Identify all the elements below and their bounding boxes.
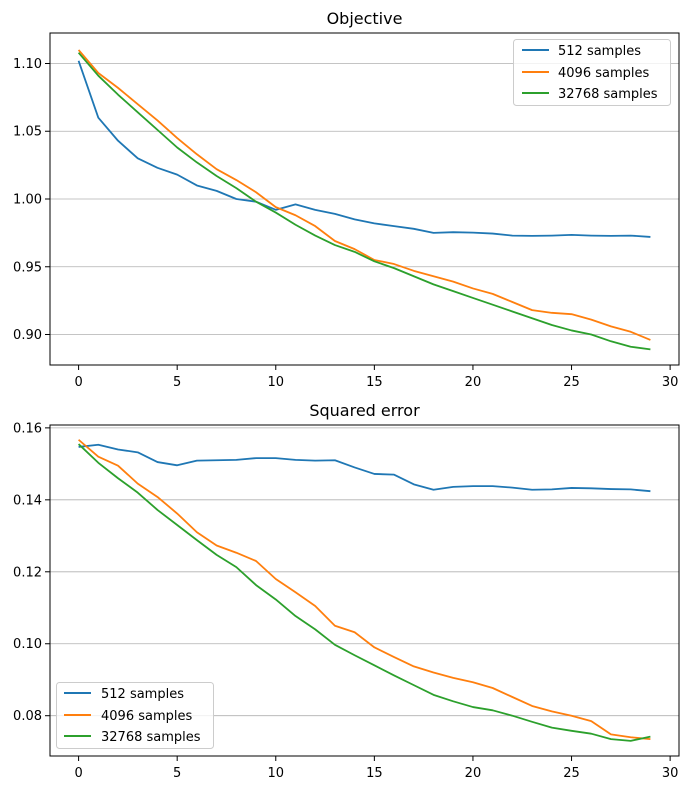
legend-label: 32768 samples: [558, 87, 658, 102]
legend-label: 4096 samples: [558, 66, 649, 81]
legend-item: 32768 samples: [522, 87, 658, 102]
y-tick-label: 0.10: [13, 637, 42, 652]
x-tick-label: 30: [662, 375, 679, 390]
legend-item: 4096 samples: [64, 709, 192, 724]
legend: 512 samples 4096 samples 32768 samples: [56, 682, 214, 749]
plot-frame: [49, 424, 680, 757]
x-tick-label: 10: [267, 766, 284, 781]
series-line: [78, 439, 651, 740]
x-tick-label: 30: [662, 766, 679, 781]
y-tick-label: 1.05: [13, 125, 42, 140]
legend-label: 512 samples: [101, 687, 184, 702]
legend-item: 4096 samples: [522, 66, 649, 81]
series-line: [77, 52, 651, 351]
x-tick-label: 25: [563, 766, 580, 781]
legend-item: 512 samples: [64, 687, 184, 702]
x-tick-label: 5: [173, 766, 181, 781]
legend-box: [56, 682, 214, 749]
y-tick-label: 1.10: [13, 57, 42, 72]
y-tick-label: 0.16: [13, 421, 42, 436]
x-tick-label: 25: [563, 375, 580, 390]
series-line: [77, 60, 651, 238]
x-tick-label: 0: [74, 375, 82, 390]
squared-error-chart: Squared error 0 5 10 15 20 25 30 0.080.100.120…: [13, 401, 680, 781]
y-tick-label: 0.90: [13, 328, 42, 343]
series-line: [78, 443, 651, 493]
legend-label: 4096 samples: [101, 709, 192, 724]
x-tick-label: 5: [173, 375, 181, 390]
series-lines: [77, 49, 651, 351]
x-tick-label: 0: [74, 766, 82, 781]
y-axis: 0.90 0.95 1.00 1.05 1.10: [13, 57, 50, 343]
legend-label: 32768 samples: [101, 730, 201, 745]
y-tick-label: 0.95: [13, 260, 42, 275]
legend-item: 32768 samples: [64, 730, 201, 745]
y-tick-label: 0.12: [13, 565, 42, 580]
x-tick-label: 20: [465, 766, 482, 781]
y-tick-label: 1.00: [13, 193, 42, 208]
legend-item: 512 samples: [522, 44, 641, 59]
y-tick-label: 0.14: [13, 493, 42, 508]
chart-title: Squared error: [309, 401, 420, 420]
x-axis: 0 5 10 15 20 25 30: [74, 365, 678, 390]
x-axis: 0 5 10 15 20 25 30: [74, 756, 678, 781]
x-tick-label: 15: [366, 766, 383, 781]
legend-box: [513, 39, 671, 106]
y-axis: 0.08 0.10 0.12 0.14 0.16: [13, 421, 50, 724]
y-tick-label: 0.08: [13, 709, 42, 724]
series-line: [77, 49, 651, 341]
legend-label: 512 samples: [558, 44, 641, 59]
x-tick-label: 10: [267, 375, 284, 390]
x-tick-label: 20: [465, 375, 482, 390]
series-line: [77, 443, 651, 742]
chart-title: Objective: [327, 9, 403, 28]
legend: 512 samples 4096 samples 32768 samples: [513, 39, 671, 106]
objective-chart: Objective 0 5 10 15 20 25 30 0.90 0.95 1.00 1.05 1…: [13, 9, 680, 390]
series-lines: [77, 439, 651, 742]
x-tick-label: 15: [366, 375, 383, 390]
